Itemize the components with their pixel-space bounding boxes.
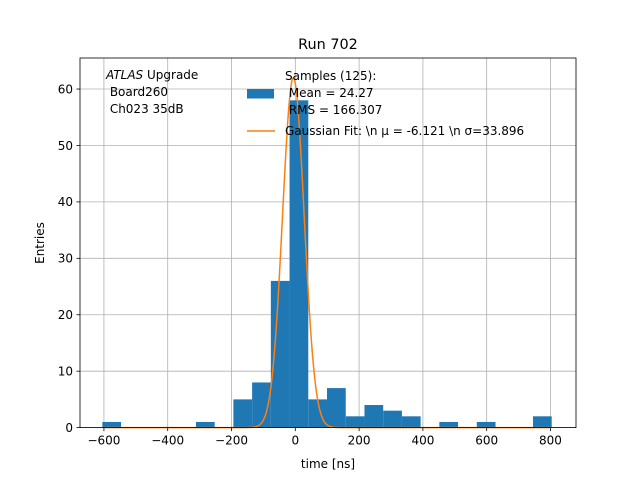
y-axis: 0 10 20 30 40 50 60 — [58, 82, 80, 435]
histogram-bar — [532, 416, 552, 428]
x-axis-label: time [ns] — [301, 457, 355, 471]
legend-histogram-line-1: Samples (125): — [285, 69, 376, 83]
annotation-atlas: ATLAS — [105, 68, 144, 82]
annotation-line-3: Ch023 35dB — [106, 102, 184, 116]
x-tick-label: −600 — [87, 434, 120, 448]
legend-histogram-swatch — [247, 89, 274, 99]
y-tick-label: 30 — [58, 252, 73, 266]
annotation-line-1: ATLAS Upgrade — [105, 68, 198, 82]
x-tick-label: 800 — [539, 434, 562, 448]
legend-fit-label: Gaussian Fit: \n μ = -6.121 \n σ=33.896 — [285, 124, 524, 138]
y-tick-label: 20 — [58, 308, 73, 322]
histogram-bar — [401, 416, 421, 428]
plot-frame — [79, 57, 577, 429]
histogram-bar — [289, 100, 309, 428]
x-tick-label: 600 — [475, 434, 498, 448]
histogram-bars — [102, 100, 552, 428]
histogram-bar — [476, 421, 496, 428]
histogram-bar — [439, 421, 459, 428]
histogram-bar — [102, 421, 122, 428]
x-tick-label: 0 — [291, 434, 299, 448]
x-axis: −600 −400 −200 0 200 400 600 800 — [87, 427, 562, 448]
histogram-bar — [345, 416, 365, 428]
y-tick-label: 40 — [58, 195, 73, 209]
y-tick-label: 10 — [58, 364, 73, 378]
x-tick-label: 400 — [411, 434, 434, 448]
histogram-bar — [270, 280, 290, 428]
x-tick-label: 200 — [348, 434, 371, 448]
x-tick-label: −200 — [215, 434, 248, 448]
histogram-bar — [252, 382, 271, 428]
histogram-bar — [308, 399, 328, 428]
annotation-line-2: Board260 — [106, 85, 168, 99]
grid-layer — [80, 58, 576, 429]
histogram-bar — [233, 399, 253, 428]
x-tick-label: −400 — [151, 434, 184, 448]
legend: Samples (125): Mean = 24.27 RMS = 166.30… — [247, 69, 524, 138]
annotation-upgrade: Upgrade — [143, 68, 198, 82]
chart-title: Run 702 — [298, 37, 358, 53]
y-tick-label: 50 — [58, 139, 73, 153]
atlas-annotation: ATLAS Upgrade Board260 Ch023 35dB — [105, 68, 198, 116]
histogram-bar — [364, 405, 384, 428]
y-tick-label: 0 — [65, 421, 73, 435]
histogram-bar — [327, 388, 346, 428]
y-axis-label: Entries — [33, 222, 47, 264]
legend-histogram-line-2: Mean = 24.27 — [285, 86, 374, 100]
histogram-bar — [195, 421, 215, 428]
y-tick-label: 60 — [58, 82, 73, 96]
legend-histogram-line-3: RMS = 166.307 — [285, 103, 382, 117]
histogram-bar — [383, 410, 402, 428]
